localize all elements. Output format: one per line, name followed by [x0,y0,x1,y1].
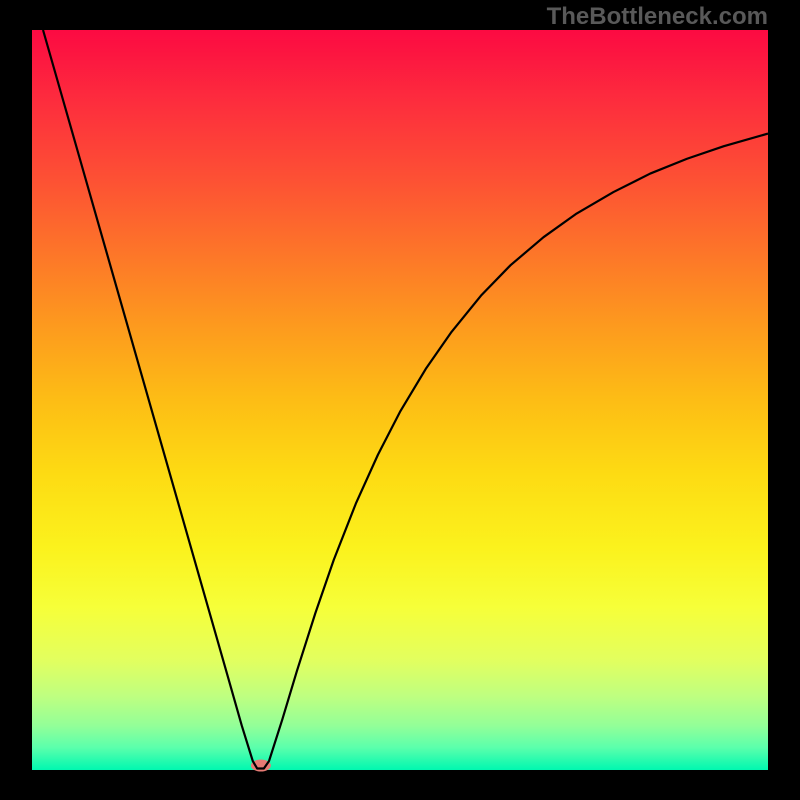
bottleneck-curve-line [43,30,768,769]
chart-frame: TheBottleneck.com [0,0,800,800]
watermark-text: TheBottleneck.com [547,3,768,31]
bottleneck-curve [0,0,800,800]
